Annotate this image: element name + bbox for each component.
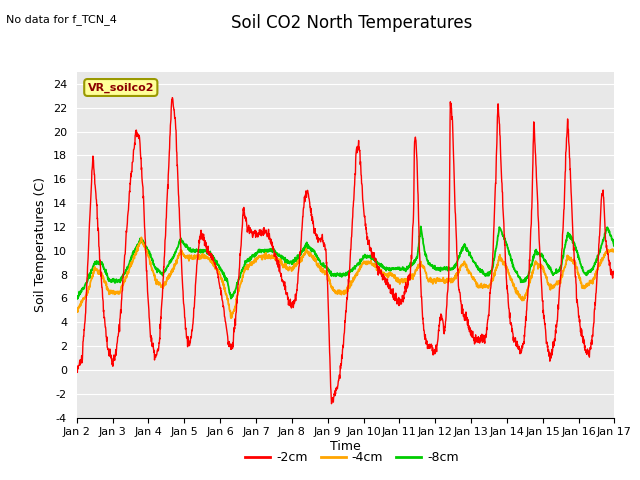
- Y-axis label: Soil Temperatures (C): Soil Temperatures (C): [35, 177, 47, 312]
- X-axis label: Time: Time: [330, 440, 361, 453]
- Text: Soil CO2 North Temperatures: Soil CO2 North Temperatures: [231, 14, 473, 33]
- Text: VR_soilco2: VR_soilco2: [88, 83, 154, 93]
- Legend: -2cm, -4cm, -8cm: -2cm, -4cm, -8cm: [240, 446, 464, 469]
- Text: No data for f_TCN_4: No data for f_TCN_4: [6, 14, 117, 25]
